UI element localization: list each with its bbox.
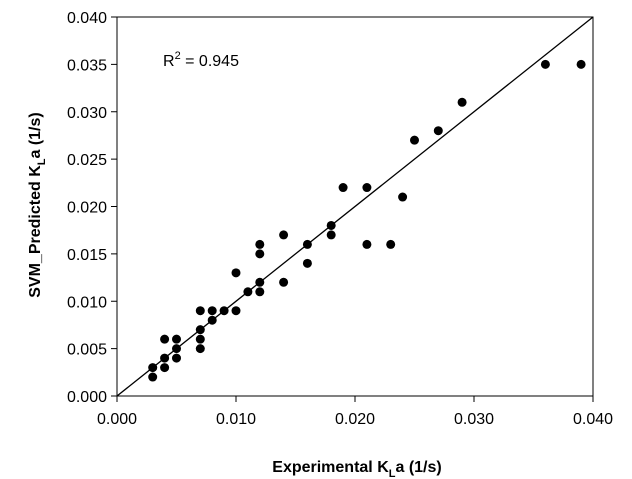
data-point [207,315,217,325]
data-point [433,126,443,136]
y-tick-label: 0.015 [67,247,107,264]
data-point [410,135,419,145]
data-point [148,363,158,373]
r-squared-superscript: 2 [175,50,181,62]
data-point [172,334,181,344]
data-point [457,97,467,107]
x-tick-label: 0.000 [97,411,137,428]
y-tick-label: 0.025 [67,152,107,169]
data-point [326,230,336,240]
y-tick-label: 0.035 [67,57,107,74]
data-point [302,239,312,249]
y-tick-label: 0.040 [67,10,107,27]
data-point [219,306,229,316]
data-point [386,239,396,249]
data-point [231,268,241,278]
data-point [160,353,170,363]
data-point [172,344,181,354]
data-point [362,183,372,193]
r-squared-annotation: R2 = 0.945 [163,50,239,70]
data-point [207,306,217,316]
y-axis-title-main: SVM_Predicted K [27,165,44,298]
data-point [302,258,312,268]
x-axis-title-suffix: a (1/s) [395,459,441,476]
data-point [160,363,170,373]
data-point [195,344,205,354]
data-point [362,239,372,249]
data-point [255,249,265,259]
y-tick-label: 0.010 [67,294,107,311]
data-point [195,325,205,335]
data-point [148,372,158,382]
data-point [326,220,336,230]
y-tick-label: 0.005 [67,342,107,359]
x-tick-label: 0.040 [573,411,613,428]
r-squared-prefix: R [163,53,175,70]
data-point [279,230,289,240]
data-point [279,277,289,287]
x-tick-label: 0.020 [335,411,375,428]
x-tick-label: 0.010 [216,411,256,428]
data-point [255,287,265,297]
x-axis-title-subscript: L [389,468,396,479]
y-tick-label: 0.000 [67,389,107,406]
reference-line [116,16,594,397]
r-squared-value: = 0.945 [181,53,239,70]
y-tick-label: 0.020 [67,200,107,217]
data-point [398,192,408,202]
data-point [255,277,265,287]
data-point [172,353,181,363]
data-point [540,59,550,69]
data-point [160,334,170,344]
x-tick-label: 0.030 [454,411,494,428]
y-axis-title-suffix: a (1/s) [27,112,44,158]
data-point [195,334,205,344]
x-axis-title: Experimental KLa (1/s) [272,459,441,479]
y-axis-title-subscript: L [36,158,48,165]
data-point [255,239,265,249]
data-point [243,287,253,297]
data-point [231,306,241,316]
y-axis-title: SVM_Predicted KLa (1/s) [27,112,48,297]
data-point [195,306,205,316]
plot-area: 0.000 0.010 0.020 0.030 0.040 0.000 0.005 0.010… [67,10,613,428]
data-point [338,183,348,193]
x-axis-title-main: Experimental K [272,459,389,476]
data-point [576,59,586,69]
y-tick-label: 0.030 [67,105,107,122]
